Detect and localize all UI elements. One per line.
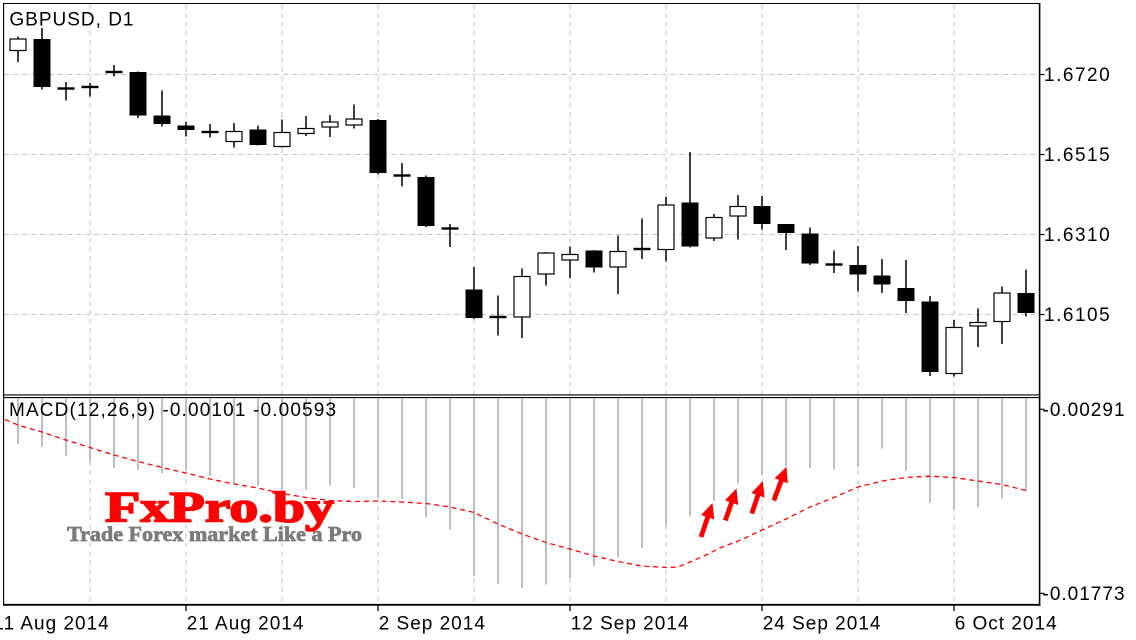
- svg-text:GBPUSD, D1: GBPUSD, D1: [9, 9, 134, 30]
- svg-text:Trade Forex market Like a Pro: Trade Forex market Like a Pro: [67, 522, 362, 546]
- svg-text:1.6720: 1.6720: [1044, 65, 1111, 86]
- svg-text:1.6310: 1.6310: [1044, 225, 1111, 246]
- svg-text:11 Aug 2014: 11 Aug 2014: [0, 613, 110, 634]
- svg-text:-0.01773: -0.01773: [1043, 584, 1126, 605]
- svg-text:12 Sep 2014: 12 Sep 2014: [571, 613, 690, 634]
- svg-text:24 Sep 2014: 24 Sep 2014: [763, 613, 882, 634]
- svg-text:FxPro.by: FxPro.by: [105, 485, 335, 532]
- svg-text:2 Sep 2014: 2 Sep 2014: [379, 613, 486, 634]
- svg-text:MACD(12,26,9) -0.00101 -0.0059: MACD(12,26,9) -0.00101 -0.00593: [9, 400, 337, 421]
- svg-text:1.6105: 1.6105: [1044, 305, 1111, 326]
- svg-text:6 Oct 2014: 6 Oct 2014: [955, 613, 1058, 634]
- svg-text:-0.00291: -0.00291: [1043, 400, 1126, 421]
- svg-text:21 Aug 2014: 21 Aug 2014: [187, 613, 305, 634]
- svg-text:1.6515: 1.6515: [1044, 145, 1111, 166]
